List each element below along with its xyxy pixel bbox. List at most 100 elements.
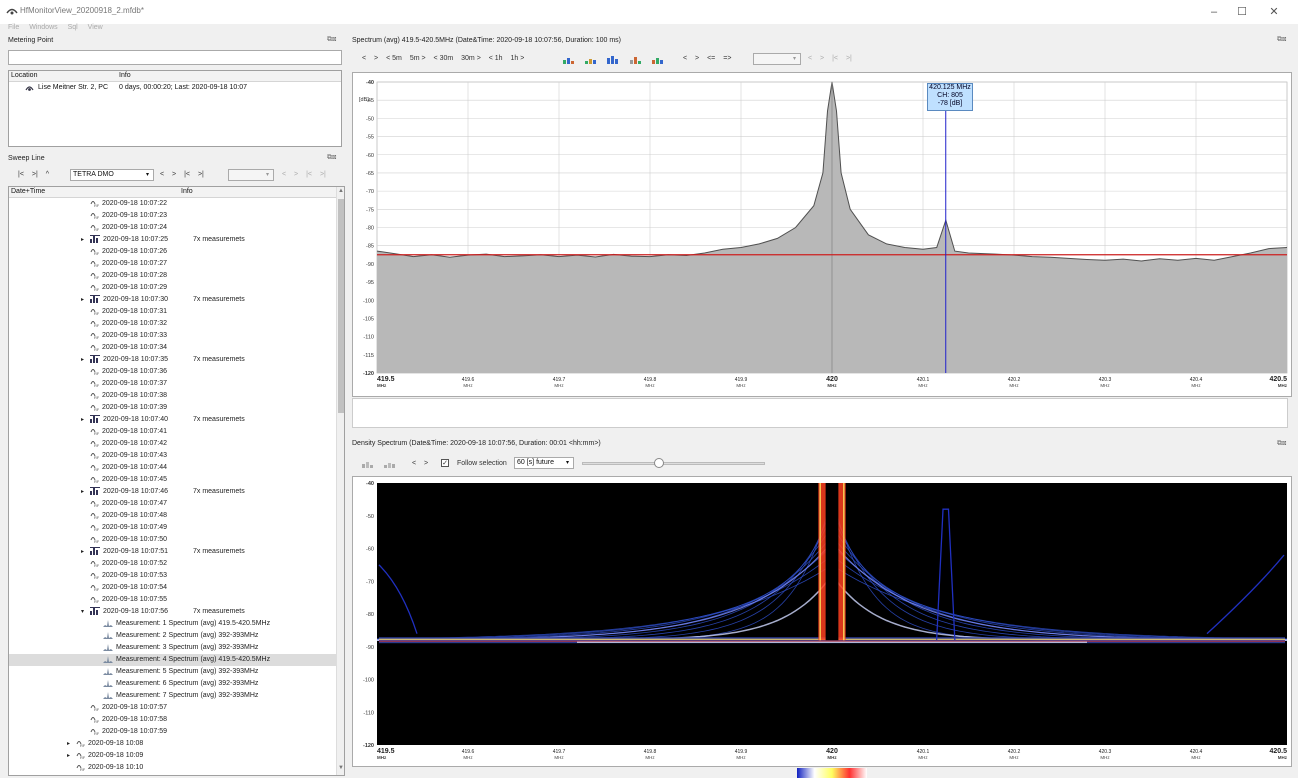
tree-scrollbar[interactable]: ▲ ▼ — [336, 187, 344, 775]
tree-row[interactable]: RF 2020-09-18 10:07:42 — [9, 438, 336, 450]
tree-row-group[interactable]: ▾ 2020-09-18 10:07:56 7x measuremets — [9, 606, 336, 618]
density-chart[interactable]: -40-50-60-70-80-90-100-110-120419.5MHz41… — [353, 477, 1291, 766]
tree-row[interactable]: RF 2020-09-18 10:07:48 — [9, 510, 336, 522]
sweep-next-button[interactable]: > — [172, 171, 177, 178]
close-button[interactable]: ✕ — [1269, 6, 1279, 18]
tree-row[interactable]: RF 2020-09-18 10:07:49 — [9, 522, 336, 534]
tree-row[interactable]: RF 2020-09-18 10:07:44 — [9, 462, 336, 474]
tree-row[interactable]: RF 2020-09-18 10:07:39 — [9, 402, 336, 414]
metering-row[interactable]: Lise Meitner Str. 2, PC 0 days, 00:00:20… — [9, 82, 341, 94]
sweep-first-button[interactable]: |< — [18, 171, 24, 178]
back-30m-button[interactable]: < 30m — [433, 55, 454, 62]
tree-row[interactable]: RF 2020-09-18 10:07:29 — [9, 282, 336, 294]
maximize-button[interactable]: ☐ — [1237, 6, 1247, 18]
tree-row[interactable]: RF 2020-09-18 10:07:22 — [9, 198, 336, 210]
menu-windows[interactable]: Windows — [29, 24, 58, 31]
selection-export-icon[interactable] — [650, 52, 666, 66]
forward-30m-button[interactable]: 30m > — [461, 55, 481, 62]
selection-avg-icon[interactable] — [583, 52, 599, 66]
sweep-last-button[interactable]: >| — [31, 171, 38, 178]
measurement-row[interactable]: Measurement: 6 Spectrum (avg) 392-393MHz — [9, 678, 336, 690]
tree-row[interactable]: RF 2020-09-18 10:07:24 — [9, 222, 336, 234]
spectrum-compare-select[interactable]: ▾ — [753, 53, 801, 65]
menu-file[interactable]: File — [8, 24, 20, 31]
tree-row[interactable]: RF 2020-09-18 10:07:31 — [9, 306, 336, 318]
compare-end[interactable]: >| — [845, 55, 852, 62]
tree-row-minute[interactable]: ▸ RF 2020-09-18 10:08 — [9, 738, 336, 750]
tree-row[interactable]: RF 2020-09-18 10:07:28 — [9, 270, 336, 282]
spectrum-next-button[interactable]: > — [374, 55, 379, 62]
sweep-filter-select[interactable]: TETRA DMO ▾ — [70, 169, 154, 181]
tree-row[interactable]: RF 2020-09-18 10:07:41 — [9, 426, 336, 438]
sweep-begin2-button[interactable]: |< — [306, 171, 312, 178]
tree-row-group[interactable]: ▸ 2020-09-18 10:07:40 7x measuremets — [9, 414, 336, 426]
sweep-secondary-select[interactable]: ▾ — [228, 169, 274, 181]
menu-sql[interactable]: Sql — [67, 24, 78, 31]
measurement-row[interactable]: Measurement: 7 Spectrum (avg) 392-393MHz — [9, 690, 336, 702]
density-selection-icon[interactable] — [360, 456, 376, 470]
sweep-prev2-button[interactable]: < — [282, 171, 287, 178]
spectrum-panel-buttons[interactable]: ⧉⊠ — [1277, 36, 1287, 43]
tree-row[interactable]: RF 2020-09-18 10:07:36 — [9, 366, 336, 378]
density-panel-buttons[interactable]: ⧉⊠ — [1277, 440, 1287, 447]
measurement-row[interactable]: Measurement: 3 Spectrum (avg) 392-393MHz — [9, 642, 336, 654]
sweep-begin-button[interactable]: |< — [184, 171, 190, 178]
expand-icon[interactable]: ▸ — [81, 297, 85, 303]
sweep-end-button[interactable]: >| — [197, 171, 204, 178]
tree-row[interactable]: RF 2020-09-18 10:07:52 — [9, 558, 336, 570]
tree-row[interactable]: RF 2020-09-18 10:07:57 — [9, 702, 336, 714]
spectrum-prev-button[interactable]: < — [362, 55, 367, 62]
col-sweep-info[interactable]: Info — [181, 188, 193, 195]
expand-icon[interactable]: ▸ — [81, 357, 85, 363]
metering-search-input[interactable] — [8, 50, 342, 65]
col-location[interactable]: Location — [11, 72, 38, 79]
tree-row[interactable]: RF 2020-09-18 10:07:53 — [9, 570, 336, 582]
tree-row-group[interactable]: ▸ 2020-09-18 10:07:30 7x measuremets — [9, 294, 336, 306]
measurement-row[interactable]: Measurement: 4 Spectrum (avg) 419.5-420.… — [9, 654, 336, 666]
measurement-row[interactable]: Measurement: 1 Spectrum (avg) 419.5-420.… — [9, 618, 336, 630]
sweep-up-button[interactable]: ^ — [45, 171, 50, 178]
time-slider[interactable] — [582, 458, 765, 468]
tree-row[interactable]: RF 2020-09-18 10:07:50 — [9, 534, 336, 546]
sweep-panel-buttons[interactable]: ⧉⊠ — [327, 154, 337, 161]
back-1h-button[interactable]: < 1h — [488, 55, 503, 62]
tree-row[interactable]: RF 2020-09-18 10:07:54 — [9, 582, 336, 594]
measurement-row[interactable]: Measurement: 5 Spectrum (avg) 392-393MHz — [9, 666, 336, 678]
expand-icon[interactable]: ▸ — [81, 549, 85, 555]
tree-row[interactable]: RF 2020-09-18 10:07:58 — [9, 714, 336, 726]
tree-row[interactable]: RF 2020-09-18 10:07:38 — [9, 390, 336, 402]
forward-1h-button[interactable]: 1h > — [510, 55, 525, 62]
expand-icon[interactable]: ▾ — [81, 609, 85, 615]
tree-row[interactable]: RF 2020-09-18 10:07:33 — [9, 330, 336, 342]
tree-row-group[interactable]: ▸ 2020-09-18 10:07:35 7x measuremets — [9, 354, 336, 366]
tree-row[interactable]: RF 2020-09-18 10:07:43 — [9, 450, 336, 462]
tree-row[interactable]: RF 2020-09-18 10:07:47 — [9, 498, 336, 510]
follow-selection[interactable]: ✓ Follow selection — [441, 459, 513, 467]
scroll-up-icon[interactable]: ▲ — [338, 188, 344, 194]
tree-row[interactable]: RF 2020-09-18 10:07:32 — [9, 318, 336, 330]
scrollbar-thumb[interactable] — [338, 199, 344, 413]
menu-view[interactable]: View — [87, 24, 103, 31]
future-select[interactable]: 60 [s] future ▾ — [514, 457, 574, 469]
density-prev-button[interactable]: < — [412, 460, 417, 467]
back-5m-button[interactable]: < 5m — [386, 55, 402, 62]
spectrum-nav-right[interactable]: => — [723, 55, 732, 62]
scroll-down-icon[interactable]: ▼ — [338, 765, 344, 771]
sweep-end2-button[interactable]: >| — [319, 171, 326, 178]
selection-range-icon[interactable] — [628, 52, 644, 66]
tree-row[interactable]: RF 2020-09-18 10:07:45 — [9, 474, 336, 486]
spectrum-chart[interactable]: -40 -45 -50 -55 -60 -65 -70 -75 -80 -85 -90 -95 -100… — [353, 73, 1291, 396]
selection-max-icon[interactable] — [605, 52, 621, 66]
slider-handle[interactable] — [654, 458, 664, 468]
forward-5m-button[interactable]: 5m > — [409, 55, 426, 62]
minimize-button[interactable]: – — [1210, 6, 1218, 18]
tree-row[interactable]: RF 2020-09-18 10:07:23 — [9, 210, 336, 222]
compare-next[interactable]: > — [820, 55, 825, 62]
tree-row-group[interactable]: ▸ 2020-09-18 10:07:25 7x measuremets — [9, 234, 336, 246]
follow-selection-checkbox[interactable]: ✓ — [441, 459, 449, 467]
tree-row[interactable]: RF 2020-09-18 10:07:37 — [9, 378, 336, 390]
compare-begin[interactable]: |< — [832, 55, 838, 62]
expand-icon[interactable]: ▸ — [81, 417, 85, 423]
tree-row[interactable]: RF 2020-09-18 10:07:59 — [9, 726, 336, 738]
measurement-row[interactable]: Measurement: 2 Spectrum (avg) 392-393MHz — [9, 630, 336, 642]
